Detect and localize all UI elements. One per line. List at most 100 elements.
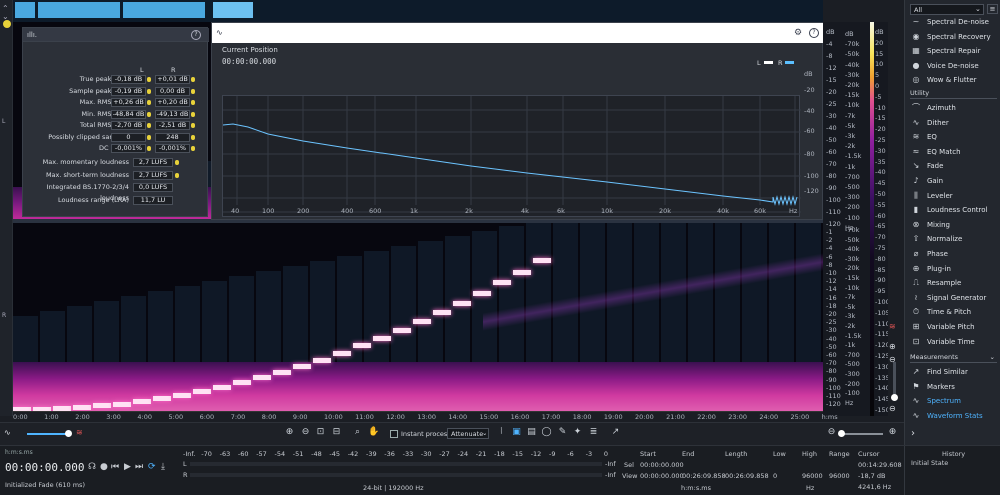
peak-marker-icon[interactable] xyxy=(191,146,195,151)
range-value[interactable]: 96000 xyxy=(829,472,850,480)
expand-icon[interactable]: ⌄ xyxy=(2,12,9,21)
lasso-icon[interactable]: ◯ xyxy=(541,427,552,437)
gear-icon[interactable]: ⚙ xyxy=(794,28,803,38)
zoom-selection-icon[interactable]: ⊡ xyxy=(316,427,325,437)
zoom-in-icon[interactable]: ⊕ xyxy=(889,342,896,351)
view-end[interactable]: 00:26:09.858 xyxy=(682,472,726,480)
spectrogram-view-icon[interactable]: ≋ xyxy=(76,428,83,437)
magnify-icon[interactable]: ⌕ xyxy=(354,427,361,437)
history-item[interactable]: Initial State xyxy=(911,459,949,467)
zoom-track[interactable] xyxy=(893,362,896,398)
peak-marker-icon[interactable] xyxy=(191,134,195,140)
module-item[interactable]: ⌀ Phase xyxy=(911,247,999,261)
magic-wand-icon[interactable]: ✦ xyxy=(573,427,582,437)
waveform-view-icon[interactable]: ∿ xyxy=(4,428,11,437)
play-icon[interactable]: ▶ xyxy=(124,462,131,472)
module-item[interactable]: ⊞ Variable Pitch xyxy=(911,320,999,334)
peak-marker-icon[interactable] xyxy=(147,111,151,117)
brush-icon[interactable]: ✎ xyxy=(558,427,567,437)
peak-marker-icon[interactable] xyxy=(175,160,179,165)
module-item[interactable]: ⏱ Time & Pitch xyxy=(911,305,999,319)
instant-process-checkbox[interactable] xyxy=(390,430,398,438)
zoom-out-icon[interactable]: ⊖ xyxy=(889,355,896,364)
zoom-out-icon[interactable]: ⊖ xyxy=(301,427,310,437)
module-item[interactable]: ↗ Find Similar xyxy=(911,365,999,379)
module-item[interactable]: ∿ Spectrum xyxy=(911,394,999,408)
module-item[interactable]: ∿ Waveform Stats xyxy=(911,409,999,423)
marker-icon[interactable] xyxy=(3,20,11,28)
module-filter-select[interactable]: All ⌄ xyxy=(910,4,984,15)
sel-start[interactable]: 00:00:00.000 xyxy=(640,461,684,469)
module-item[interactable]: ⇧ Normalize xyxy=(911,232,999,246)
rect-selection-icon[interactable]: ▣ xyxy=(512,427,521,437)
module-item[interactable]: ≀ Signal Generator xyxy=(911,291,999,305)
zoom-in-icon[interactable]: ⊕ xyxy=(285,427,294,437)
opacity-slider-track[interactable] xyxy=(27,433,71,435)
attenuate-select[interactable]: Attenuate ⌄ xyxy=(447,428,489,439)
low-value[interactable]: 0 xyxy=(773,472,778,480)
peak-marker-icon[interactable] xyxy=(147,77,151,82)
module-item[interactable]: ⎍ Resample xyxy=(911,276,999,290)
time-format-label[interactable]: h:m:s.ms xyxy=(5,449,33,456)
skip-forward-icon[interactable]: ⏭ xyxy=(135,462,144,472)
find-similar-icon[interactable]: ↗ xyxy=(611,427,620,437)
waveform-overview[interactable] xyxy=(0,0,823,22)
peak-marker-icon[interactable] xyxy=(147,146,151,151)
module-item[interactable]: ≈ EQ Match xyxy=(911,145,999,159)
spectrum-plot[interactable]: 40 100 200 400 600 1k 2k 4k 6k 10k 20k 40k 60k Hz xyxy=(222,95,801,217)
loop-icon[interactable]: ⟳ xyxy=(148,462,156,472)
peak-marker-icon[interactable] xyxy=(191,123,195,128)
module-item[interactable]: ⚑ Markers xyxy=(911,380,999,394)
section-measurements[interactable]: Measurements ⌄ xyxy=(910,352,997,363)
time-selection-icon[interactable]: ⦚ xyxy=(500,427,503,437)
module-item[interactable]: ◉ Spectral Recovery xyxy=(911,30,999,44)
freq-selection-icon[interactable]: ▤ xyxy=(527,427,536,437)
module-item[interactable]: ◎ Wow & Flutter xyxy=(911,73,999,87)
zoom-handle[interactable] xyxy=(891,394,898,401)
zoom-out-horizontal-icon[interactable]: ⊖ xyxy=(827,427,836,437)
record-icon[interactable]: ● xyxy=(100,462,108,472)
peak-marker-icon[interactable] xyxy=(147,88,151,94)
expand-sidebar-icon[interactable]: › xyxy=(911,428,915,439)
headphones-icon[interactable]: ☊ xyxy=(88,462,96,472)
peak-marker-icon[interactable] xyxy=(147,134,151,140)
module-item[interactable]: ~ Spectral De-noise xyxy=(911,15,999,29)
view-length[interactable]: 00:26:09.858 xyxy=(725,472,769,480)
horizontal-zoom-track[interactable] xyxy=(839,433,883,435)
collapse-icon[interactable]: ⌃ xyxy=(2,4,9,13)
skip-back-icon[interactable]: ⏮ xyxy=(111,462,120,472)
module-item[interactable]: ⊡ Variable Time xyxy=(911,335,999,349)
peak-marker-icon[interactable] xyxy=(191,88,195,94)
module-item[interactable]: ● Voice De-noise xyxy=(911,59,999,73)
menu-icon[interactable]: ≡ xyxy=(987,4,998,14)
module-item[interactable]: ▦ Spectral Repair xyxy=(911,44,999,58)
module-item[interactable]: ♪ Gain xyxy=(911,174,999,188)
fade-icon[interactable]: ⤓ xyxy=(161,462,165,472)
hand-icon[interactable]: ✋ xyxy=(368,427,380,437)
peak-marker-icon[interactable] xyxy=(191,77,195,82)
view-start[interactable]: 00:00:00.000 xyxy=(640,472,684,480)
horizontal-zoom-handle[interactable] xyxy=(838,430,845,437)
module-item[interactable]: ⫼ Leveler xyxy=(911,189,999,203)
high-value[interactable]: 96000 xyxy=(802,472,823,480)
time-ruler[interactable]: 0:00 1:00 2:00 3:00 4:00 5:00 6:00 7:00 8:00 9:00… xyxy=(13,411,838,422)
spectrogram-toggle-icon[interactable]: ≋ xyxy=(889,322,896,331)
peak-marker-icon[interactable] xyxy=(147,100,151,105)
zoom-in-horizontal-icon[interactable]: ⊕ xyxy=(888,427,897,437)
help-icon[interactable]: ? xyxy=(191,30,201,40)
zoom-fit-icon[interactable]: ⊖ xyxy=(889,404,896,413)
module-item[interactable]: ↘ Fade xyxy=(911,159,999,173)
peak-marker-icon[interactable] xyxy=(175,172,179,178)
peak-marker-icon[interactable] xyxy=(191,100,195,105)
module-item[interactable]: ⌒ Azimuth xyxy=(911,101,999,115)
module-item[interactable]: ≋ EQ xyxy=(911,130,999,144)
section-utility[interactable]: Utility xyxy=(910,88,997,99)
help-icon[interactable]: ? xyxy=(809,28,819,38)
module-item[interactable]: ⊕ Plug-in xyxy=(911,262,999,276)
zoom-full-icon[interactable]: ⊟ xyxy=(332,427,341,437)
harmonics-icon[interactable]: ≣ xyxy=(589,427,598,437)
peak-marker-icon[interactable] xyxy=(147,123,151,128)
peak-marker-icon[interactable] xyxy=(191,111,195,117)
module-item[interactable]: ⊗ Mixing xyxy=(911,218,999,232)
opacity-slider-handle[interactable] xyxy=(65,430,72,437)
